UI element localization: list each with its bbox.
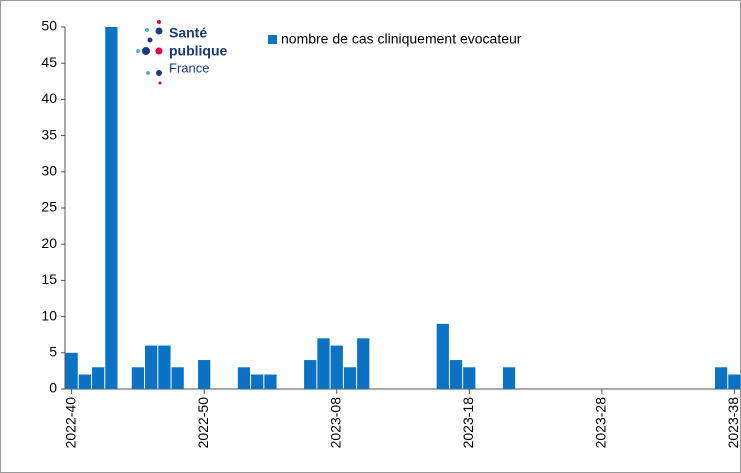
y-tick-label: 45 [41,54,57,70]
logo-text: publique [169,43,228,59]
x-tick-label: 2022-50 [195,397,211,449]
x-tick-label: 2022-40 [62,397,78,449]
y-tick-label: 20 [41,235,57,251]
bar [502,367,516,389]
bar [264,374,277,389]
x-tick-label: 2023-08 [327,397,343,449]
logo-text: Santé [169,25,207,41]
x-tick-label: 2023-18 [460,397,476,449]
logo: Santé publique France [136,20,228,85]
bar [304,360,317,389]
bar [463,367,476,389]
bar [145,345,158,389]
bar [78,374,92,389]
bar [317,338,330,389]
bar [343,367,357,389]
bar [357,338,370,389]
bar [330,345,343,389]
legend-swatch [268,35,277,44]
bar [65,352,78,389]
bar [251,374,264,389]
y-tick-label: 40 [41,90,57,106]
bar [131,367,145,389]
bar [158,345,171,389]
y-tick-label: 35 [41,126,57,142]
y-tick-label: 50 [41,18,57,34]
y-tick-label: 30 [41,163,57,179]
bar [105,27,118,389]
x-tick-label: 2023-28 [593,397,609,449]
bar [237,367,251,389]
bar [449,360,463,389]
y-tick-label: 15 [41,271,57,287]
legend-label: nombre de cas cliniquement evocateur [281,31,522,47]
y-tick-label: 5 [49,344,57,360]
x-tick-label: 2023-38 [725,397,741,449]
bar [198,360,211,389]
bar [92,367,105,389]
y-tick-label: 25 [41,199,57,215]
bar [714,367,728,389]
y-tick-label: 10 [41,307,57,323]
bar [728,374,741,389]
y-tick-label: 0 [49,380,57,396]
bar [171,367,184,389]
bar [436,323,449,389]
logo-text: France [169,60,209,75]
